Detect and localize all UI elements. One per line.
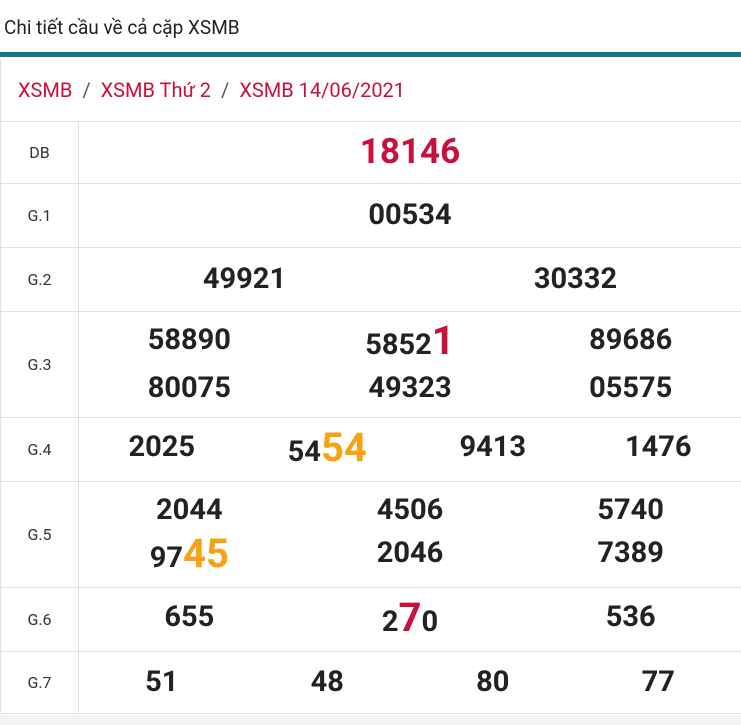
prize-label: G.4 (1, 418, 79, 481)
highlight-digits: 18146 (359, 130, 461, 172)
prize-number: 77 (576, 661, 741, 704)
prize-number: 49921 (79, 258, 410, 301)
prize-label: G.1 (1, 184, 79, 247)
digits: 0 (421, 604, 439, 639)
highlight-digits: 45 (183, 530, 229, 577)
digits: 80075 (147, 371, 231, 405)
digits: 2044 (156, 493, 223, 527)
breadcrumb: XSMB / XSMB Thứ 2 / XSMB 14/06/2021 (1, 59, 741, 122)
breadcrumb-separator: / (221, 78, 230, 102)
digits: 5740 (597, 493, 664, 527)
prize-label: G.7 (1, 652, 79, 713)
prize-row: DB 18146 (1, 122, 741, 184)
prize-number: 48 (245, 661, 411, 704)
prize-number: 9745 (79, 532, 300, 580)
prize-number: 2025 (79, 426, 245, 474)
prize-number: 18146 (79, 130, 741, 176)
digits: 2 (381, 604, 399, 639)
prize-number: 270 (300, 596, 521, 644)
digits: 7389 (597, 536, 664, 570)
digits: 48 (310, 665, 344, 699)
prize-numbers: 18146 (79, 122, 741, 183)
prize-number: 89686 (520, 319, 741, 367)
prize-label: G.5 (1, 482, 79, 587)
prize-numbers: 2025 5454 9413 1476 (79, 418, 741, 481)
prize-number: 7389 (520, 532, 741, 580)
digits: 2046 (376, 536, 444, 570)
prize-number: 00534 (79, 194, 741, 237)
digits: 51 (145, 665, 179, 699)
prize-numbers: 51 48 80 77 (79, 652, 741, 713)
digits: 536 (605, 599, 656, 634)
prize-number: 80 (410, 661, 576, 704)
highlight-digits: 7 (398, 593, 422, 641)
footer-space (0, 715, 741, 725)
digits: 1476 (624, 429, 692, 464)
prize-number: 2046 (300, 532, 521, 580)
digits: 54 (287, 434, 321, 469)
prize-numbers: 2044 4506 5740 9745 2046 7389 (79, 482, 741, 587)
prize-number: 58890 (79, 319, 300, 367)
prize-numbers: 655 270 536 (79, 588, 741, 651)
digits: 97 (149, 541, 184, 575)
prize-numbers: 00534 (79, 184, 741, 247)
prize-row: G.7 51 48 80 77 (1, 652, 741, 714)
prize-number: 58521 (300, 319, 521, 367)
digits: 49921 (202, 262, 287, 296)
prize-numbers: 58890 58521 89686 80075 49323 05575 (79, 312, 741, 417)
breadcrumb-link[interactable]: XSMB 14/06/2021 (239, 78, 406, 102)
prize-number: 49323 (300, 367, 521, 410)
digits: 49323 (368, 371, 452, 405)
prize-number: 30332 (410, 258, 741, 301)
digits: 80 (476, 665, 510, 699)
prize-number: 536 (520, 596, 741, 644)
prize-number: 5740 (520, 489, 741, 532)
prize-label: G.3 (1, 312, 79, 417)
digits: 77 (641, 665, 675, 699)
page-title: Chi tiết cầu về cả cặp XSMB (4, 16, 240, 39)
prize-number: 5454 (245, 426, 411, 474)
breadcrumb-link[interactable]: XSMB Thứ 2 (100, 78, 212, 102)
prize-number: 1476 (576, 426, 741, 474)
prize-number: 51 (79, 661, 245, 704)
prize-number: 9413 (410, 426, 576, 474)
prize-row: G.3 58890 58521 89686 80075 49323 05575 (1, 312, 741, 418)
digits: 2025 (128, 429, 196, 464)
prize-row: G.2 49921 30332 (1, 248, 741, 312)
results-table: XSMB / XSMB Thứ 2 / XSMB 14/06/2021 DB 18146 G… (0, 59, 741, 714)
digits: 4506 (376, 493, 444, 527)
digits: 9413 (459, 429, 527, 464)
digits: 00534 (368, 198, 452, 232)
digits: 58890 (147, 323, 231, 357)
prize-label: G.6 (1, 588, 79, 651)
digits: 30332 (533, 262, 618, 296)
prize-number: 655 (79, 596, 300, 644)
prize-number: 2044 (79, 489, 300, 532)
prize-label: G.2 (1, 248, 79, 311)
prize-number: 80075 (79, 367, 300, 410)
breadcrumb-separator: / (82, 78, 91, 102)
title-bar (0, 52, 741, 57)
digits: 655 (164, 599, 215, 634)
highlight-digits: 1 (431, 317, 455, 364)
prize-number: 05575 (520, 367, 741, 410)
prize-number: 4506 (300, 489, 521, 532)
prize-row: G.5 2044 4506 5740 9745 2046 7389 (1, 482, 741, 588)
digits: 89686 (589, 323, 673, 357)
digits: 05575 (589, 371, 673, 405)
prize-row: G.1 00534 (1, 184, 741, 248)
prize-numbers: 49921 30332 (79, 248, 741, 311)
prize-label: DB (1, 122, 79, 183)
breadcrumb-link[interactable]: XSMB (18, 78, 73, 102)
prize-row: G.4 2025 5454 9413 1476 (1, 418, 741, 482)
highlight-digits: 54 (320, 423, 367, 471)
prize-row: G.6 655 270 536 (1, 588, 741, 652)
digits: 5852 (365, 328, 432, 362)
